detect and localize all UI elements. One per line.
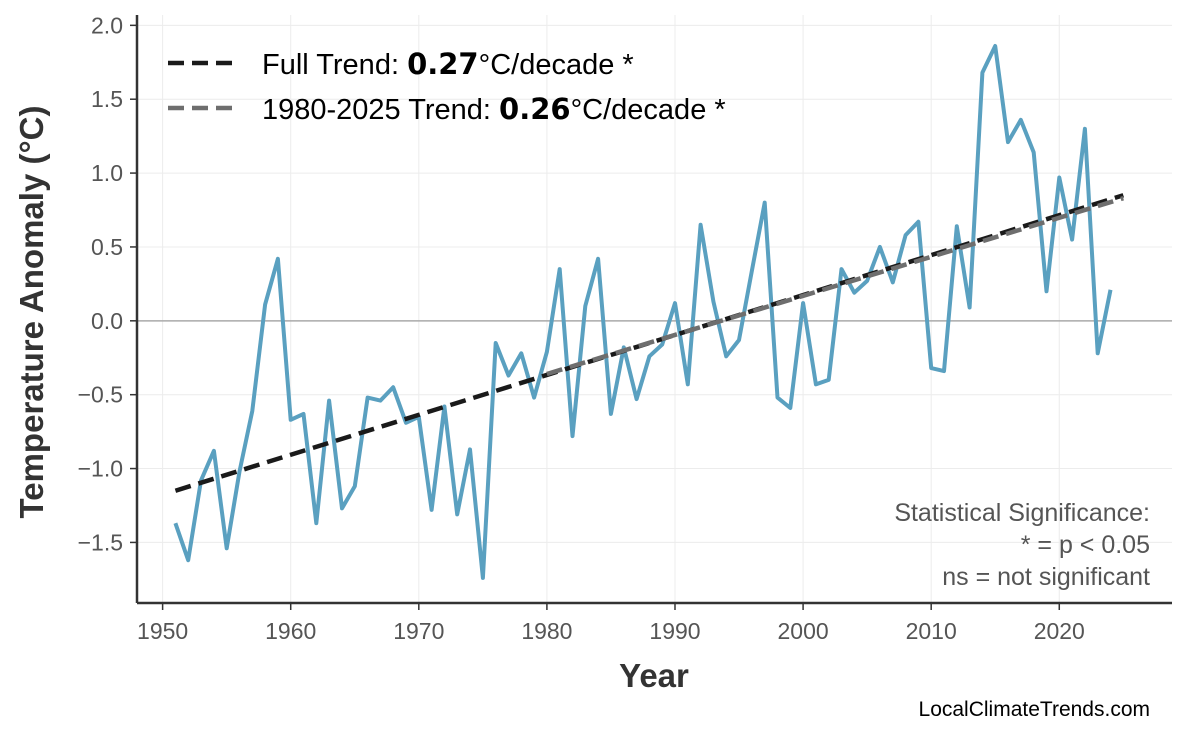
legend-value: 0.27	[407, 47, 479, 81]
y-tick-label: −0.5	[78, 382, 123, 408]
x-tick-label: 2000	[778, 618, 829, 644]
x-tick-label: 1970	[393, 618, 444, 644]
x-axis-label: Year	[619, 657, 689, 694]
anomaly-line	[173, 44, 1113, 580]
x-tick-label: 1950	[137, 618, 188, 644]
tick-labels: 1950 1960 1970 1980 1990 2000 2010 2020 −1.5 −1.0…	[78, 12, 1085, 644]
y-tick-label: 1.5	[91, 86, 123, 112]
x-tick-label: 1980	[521, 618, 572, 644]
x-tick-label: 2010	[906, 618, 957, 644]
y-tick-label: 0.0	[91, 308, 123, 334]
legend-label: Full Trend:	[262, 49, 407, 81]
note-line: * = p < 0.05	[1021, 531, 1150, 559]
legend-suffix: °C/decade *	[571, 94, 726, 126]
x-tick-label: 1960	[265, 618, 316, 644]
y-tick-label: 1.0	[91, 160, 123, 186]
y-tick-label: −1.5	[78, 529, 123, 555]
y-axis-label: Temperature Anomaly (°C)	[13, 106, 50, 519]
legend-entry-1980-trend: 1980-2025 Trend: 0.26°C/decade *	[262, 92, 726, 126]
note-line: Statistical Significance:	[894, 499, 1150, 527]
legend-value: 0.26	[499, 92, 571, 126]
y-tick-label: 0.5	[91, 234, 123, 260]
x-tick-label: 1990	[649, 618, 700, 644]
legend-label: 1980-2025 Trend:	[262, 94, 499, 126]
note-line: ns = not significant	[942, 563, 1150, 591]
y-tick-label: 2.0	[91, 12, 123, 38]
legend-suffix: °C/decade *	[479, 49, 634, 81]
y-tick-label: −1.0	[78, 456, 123, 482]
legend: Full Trend: 0.27°C/decade * 1980-2025 Tr…	[168, 47, 726, 126]
x-tick-label: 2020	[1034, 618, 1085, 644]
trend-layer	[174, 193, 1124, 493]
source-credit: LocalClimateTrends.com	[919, 698, 1150, 721]
significance-note: Statistical Significance: * = p < 0.05 n…	[894, 499, 1150, 591]
recent-trend-line	[546, 196, 1124, 377]
legend-entry-full-trend: Full Trend: 0.27°C/decade *	[262, 47, 634, 81]
axes	[130, 15, 1172, 610]
